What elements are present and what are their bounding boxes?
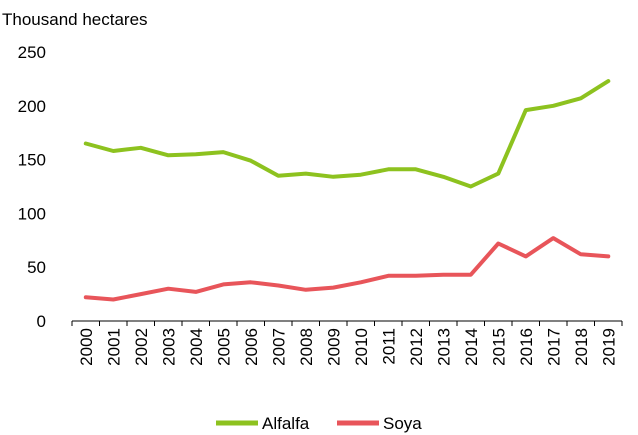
axes xyxy=(71,320,623,326)
x-tick-label: 2006 xyxy=(242,328,261,366)
x-tick-label: 2018 xyxy=(572,328,591,366)
y-tick-labels: 0 50 100 150 200 250 xyxy=(18,43,46,331)
y-tick-label: 0 xyxy=(37,312,46,331)
x-tick-label: 2001 xyxy=(104,328,123,366)
legend-label-alfalfa: Alfalfa xyxy=(262,414,310,433)
x-tick-label: 2000 xyxy=(77,328,96,366)
x-tick-label: 2016 xyxy=(517,328,536,366)
x-tick-label: 2005 xyxy=(214,328,233,366)
y-tick-label: 50 xyxy=(27,258,46,277)
x-tick-label: 2007 xyxy=(269,328,288,366)
x-tick-label: 2012 xyxy=(407,328,426,366)
x-tick-label: 2004 xyxy=(187,328,206,366)
series-line-alfalfa xyxy=(83,79,611,189)
series-line-soya xyxy=(83,236,611,302)
y-axis-label: Thousand hectares xyxy=(2,10,148,29)
x-tick-label: 2014 xyxy=(462,328,481,366)
y-tick-label: 150 xyxy=(18,151,46,170)
x-tick-label: 2017 xyxy=(544,328,563,366)
x-tick-label: 2010 xyxy=(352,328,371,366)
y-tick-label: 100 xyxy=(18,204,46,223)
legend-label-soya: Soya xyxy=(383,414,422,433)
x-tick-label: 2019 xyxy=(599,328,618,366)
x-tick-label: 2011 xyxy=(379,328,398,365)
x-tick-label: 2008 xyxy=(297,328,316,366)
x-tick-label: 2002 xyxy=(132,328,151,366)
series-lines xyxy=(83,79,611,302)
y-tick-label: 200 xyxy=(18,97,46,116)
x-tick-label: 2015 xyxy=(489,328,508,366)
x-tick-label: 2009 xyxy=(324,328,343,366)
y-tick-label: 250 xyxy=(18,43,46,62)
x-tick-labels: 2000 2001 2002 2003 2004 2005 2006 2007 2008 2009… xyxy=(77,328,619,366)
legend: Alfalfa Soya xyxy=(216,414,422,433)
x-tick-label: 2003 xyxy=(159,328,178,366)
x-tick-label: 2013 xyxy=(434,328,453,366)
